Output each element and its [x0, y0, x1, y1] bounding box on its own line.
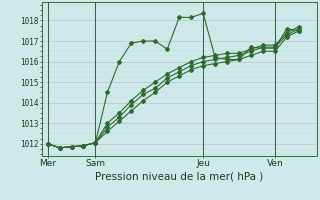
X-axis label: Pression niveau de la mer( hPa ): Pression niveau de la mer( hPa ): [95, 171, 263, 181]
